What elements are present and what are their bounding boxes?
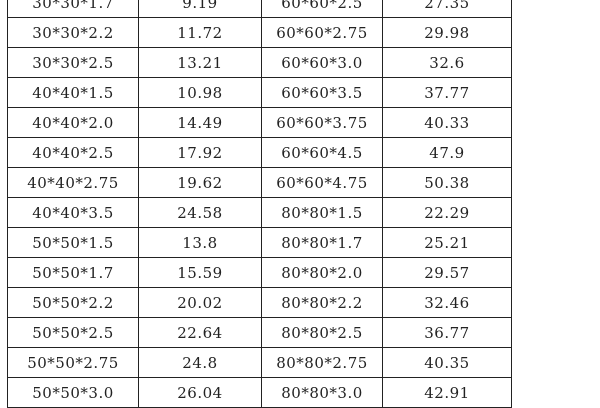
weight-cell: 32.46: [382, 287, 512, 318]
weight-cell: 22.64: [138, 317, 262, 348]
spec-cell: 60*60*4.5: [261, 137, 383, 168]
weight-cell: 25.21: [382, 227, 512, 258]
weight-cell: 32.6: [382, 47, 512, 78]
weight-cell: 20.02: [138, 287, 262, 318]
table-row: 50*50*2.75 24.8 80*80*2.75 40.35: [7, 347, 512, 378]
table-row: 40*40*1.5 10.98 60*60*3.5 37.77: [7, 77, 512, 108]
weight-cell: 27.35: [382, 0, 512, 18]
spec-cell: 40*40*2.5: [7, 137, 139, 168]
weight-cell: 10.98: [138, 77, 262, 108]
table-row: 40*40*2.75 19.62 60*60*4.75 50.38: [7, 167, 512, 198]
table-row: 30*30*2.2 11.72 60*60*2.75 29.98: [7, 17, 512, 48]
spec-cell: 30*30*2.2: [7, 17, 139, 48]
spec-cell: 60*60*2.75: [261, 17, 383, 48]
weight-cell: 17.92: [138, 137, 262, 168]
table-row: 50*50*1.7 15.59 80*80*2.0 29.57: [7, 257, 512, 288]
weight-cell: 29.98: [382, 17, 512, 48]
spec-cell: 60*60*2.5: [261, 0, 383, 18]
spec-cell: 50*50*2.5: [7, 317, 139, 348]
table-row: 50*50*1.5 13.8 80*80*1.7 25.21: [7, 227, 512, 258]
spec-cell: 80*80*2.0: [261, 257, 383, 288]
spec-cell: 50*50*3.0: [7, 377, 139, 408]
spec-cell: 50*50*1.5: [7, 227, 139, 258]
weight-cell: 36.77: [382, 317, 512, 348]
spec-cell: 50*50*2.2: [7, 287, 139, 318]
spec-cell: 30*30*1.7: [7, 0, 139, 18]
weight-cell: 40.33: [382, 107, 512, 138]
spec-cell: 30*30*2.5: [7, 47, 139, 78]
table-row: 30*30*2.5 13.21 60*60*3.0 32.6: [7, 47, 512, 78]
spec-cell: 80*80*2.75: [261, 347, 383, 378]
table-row: 40*40*2.0 14.49 60*60*3.75 40.33: [7, 107, 512, 138]
spec-cell: 80*80*3.0: [261, 377, 383, 408]
table-row: 50*50*3.0 26.04 80*80*3.0 42.91: [7, 377, 512, 408]
spec-cell: 40*40*3.5: [7, 197, 139, 228]
weight-cell: 15.59: [138, 257, 262, 288]
weight-cell: 29.57: [382, 257, 512, 288]
spec-cell: 80*80*1.5: [261, 197, 383, 228]
weight-cell: 47.9: [382, 137, 512, 168]
weight-cell: 37.77: [382, 77, 512, 108]
weight-cell: 13.21: [138, 47, 262, 78]
spec-cell: 40*40*1.5: [7, 77, 139, 108]
spec-cell: 60*60*3.0: [261, 47, 383, 78]
spec-cell: 80*80*1.7: [261, 227, 383, 258]
table-row: 50*50*2.5 22.64 80*80*2.5 36.77: [7, 317, 512, 348]
spec-cell: 80*80*2.2: [261, 287, 383, 318]
weight-cell: 22.29: [382, 197, 512, 228]
table-row: 30*30*1.7 9.19 60*60*2.5 27.35: [7, 0, 512, 18]
weight-cell: 9.19: [138, 0, 262, 18]
weight-cell: 14.49: [138, 107, 262, 138]
table-row: 50*50*2.2 20.02 80*80*2.2 32.46: [7, 287, 512, 318]
weight-cell: 13.8: [138, 227, 262, 258]
spec-weight-table: 30*30*1.7 9.19 60*60*2.5 27.35 30*30*2.2 11.7…: [7, 0, 512, 408]
weight-cell: 19.62: [138, 167, 262, 198]
spec-cell: 50*50*1.7: [7, 257, 139, 288]
table-row: 40*40*3.5 24.58 80*80*1.5 22.29: [7, 197, 512, 228]
spec-cell: 50*50*2.75: [7, 347, 139, 378]
weight-cell: 50.38: [382, 167, 512, 198]
weight-cell: 26.04: [138, 377, 262, 408]
spec-cell: 60*60*4.75: [261, 167, 383, 198]
table-row: 40*40*2.5 17.92 60*60*4.5 47.9: [7, 137, 512, 168]
weight-cell: 11.72: [138, 17, 262, 48]
weight-cell: 40.35: [382, 347, 512, 378]
spec-cell: 80*80*2.5: [261, 317, 383, 348]
spec-cell: 40*40*2.0: [7, 107, 139, 138]
weight-cell: 42.91: [382, 377, 512, 408]
spec-cell: 60*60*3.5: [261, 77, 383, 108]
spec-cell: 60*60*3.75: [261, 107, 383, 138]
weight-cell: 24.8: [138, 347, 262, 378]
weight-cell: 24.58: [138, 197, 262, 228]
spec-cell: 40*40*2.75: [7, 167, 139, 198]
